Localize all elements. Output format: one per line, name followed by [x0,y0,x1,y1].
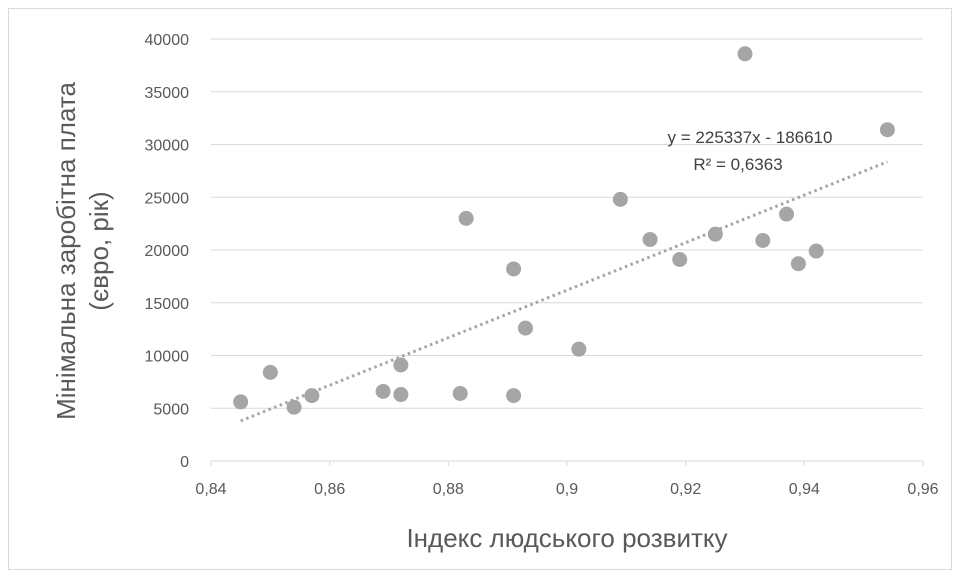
data-point [642,231,658,247]
data-point [612,191,628,207]
x-tick-label: 0,84 [195,481,226,498]
data-point [375,383,391,399]
data-point [304,388,320,404]
data-point [233,394,249,410]
x-tick-label: 0,9 [556,481,578,498]
data-point [879,122,895,138]
y-tick-label: 5000 [153,401,189,418]
data-point [393,387,409,403]
y-axis-title-line1: Мінімальна заробітна плата [51,82,81,420]
x-axis-title: Індекс людського розвитку [406,523,727,553]
data-point [707,226,723,242]
data-point [808,243,824,259]
data-point [286,399,302,415]
trendline-equation: y = 225337x - 186610 [668,128,833,147]
x-tick-label: 0,86 [314,481,345,498]
data-point [506,261,522,277]
x-tick-labels: 0,84 0,86 0,88 0,9 0,92 0,94 0,96 [195,481,938,498]
trendline [240,160,888,423]
y-tick-label: 25000 [145,190,190,207]
gridlines [211,38,923,409]
x-tick-label: 0,88 [433,481,464,498]
data-point [517,320,533,336]
chart-area [8,8,952,570]
x-tick-label: 0,94 [789,481,820,498]
y-tick-label: 0 [180,454,189,471]
y-tick-label: 30000 [145,138,190,155]
y-tick-label: 20000 [145,243,190,260]
x-axis [210,460,924,466]
y-tick-label: 10000 [145,349,190,366]
data-point [393,357,409,373]
y-tick-label: 15000 [145,296,190,313]
y-tick-label: 35000 [145,85,190,102]
x-tick-label: 0,92 [670,481,701,498]
data-point [672,251,688,267]
data-point [452,385,468,401]
y-tick-label: 40000 [145,32,190,49]
data-point [790,256,806,272]
r-squared-label: R² = 0,6363 [693,155,782,174]
y-axis-title-line2: (євро, рік) [84,191,114,310]
data-points [233,46,895,415]
trendline-path [240,160,888,423]
data-point [755,233,771,249]
y-tick-labels: 0 5000 10000 15000 20000 25000 30000 35000 40000 [145,32,190,471]
data-point [737,46,753,62]
x-tick-label: 0,96 [907,481,938,498]
data-point [779,206,795,222]
data-point [262,364,278,380]
data-point [458,210,474,226]
data-point [506,388,522,404]
data-point [571,341,587,357]
